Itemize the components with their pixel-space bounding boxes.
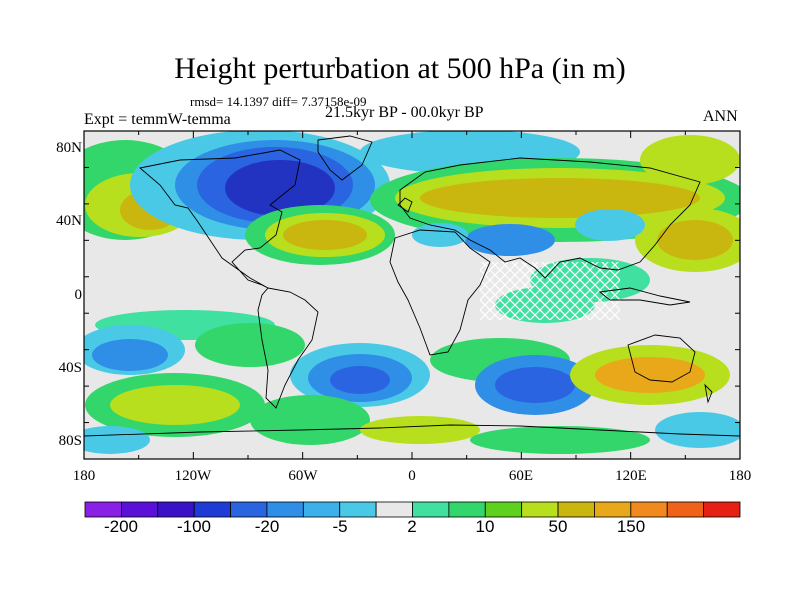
region-ssp-yg: [110, 385, 240, 425]
colorbar-swatch: [375, 501, 413, 518]
antarctica-coast: [84, 424, 740, 437]
colorbar-swatch: [484, 501, 523, 518]
colorbar-swatch: [557, 501, 595, 518]
lon-label: 120E: [615, 468, 647, 484]
lat-label: 80S: [58, 433, 82, 449]
region-spac-green: [195, 323, 305, 367]
colorbar-swatch: [630, 501, 668, 518]
region-asia-cyan: [575, 209, 645, 241]
region-wpacific-olive: [657, 220, 733, 260]
lat-label: 40N: [56, 213, 82, 229]
colorbar-label: -5: [332, 517, 348, 536]
africa-coast: [389, 229, 491, 356]
eurasia-coast: [399, 157, 701, 279]
region-ant-green: [470, 426, 650, 454]
region-drake-green: [250, 395, 370, 445]
south-america-coast: [257, 287, 319, 409]
lon-label: 60W: [288, 468, 318, 484]
lon-label: 120W: [174, 468, 212, 484]
rmsd-stats: rmsd= 14.1397 diff= 7.37158e-09: [190, 94, 367, 109]
region-sp-blue: [92, 339, 168, 371]
colorbar-label: 10: [475, 517, 495, 536]
colorbar-swatch: [120, 501, 159, 518]
colorbar: [84, 501, 741, 518]
contour-field: [84, 131, 740, 459]
colorbar-label: 2: [407, 517, 417, 536]
colorbar-swatch: [302, 501, 341, 518]
colorbar-label: -20: [254, 517, 280, 536]
region-sind-deepblue: [495, 367, 575, 403]
coastlines: [84, 135, 740, 437]
region-atlantic-olive: [283, 220, 367, 250]
colorbar-swatch: [448, 501, 486, 518]
colorbar-label: 50: [548, 517, 568, 536]
lat-label: 80N: [56, 140, 82, 156]
lat-label: 0: [74, 287, 83, 303]
british-isles-coast: [397, 197, 413, 213]
colorbar-swatch: [594, 501, 632, 518]
period-label: 21.5kyr BP - 00.0kyr BP: [325, 104, 484, 121]
region-ant-cyan: [655, 412, 740, 448]
lon-label: 180: [728, 468, 752, 484]
colorbar-label: 150: [616, 517, 646, 536]
season-label: ANN: [703, 108, 738, 125]
axis-ticks: [83, 130, 741, 460]
colorbar-swatch: [266, 501, 304, 518]
significance-hatching: [480, 262, 620, 320]
region-satl-deepblue: [330, 366, 390, 394]
indonesia-coast: [598, 287, 691, 306]
region-mideast-blue: [465, 224, 555, 256]
region-eurasia-olive: [420, 178, 700, 218]
australia-coast: [627, 334, 696, 383]
plot-title: Height perturbation at 500 hPa (in m): [174, 52, 626, 85]
colorbar-swatch: [230, 501, 268, 518]
region-med-cyan: [412, 223, 468, 247]
colorbar-swatch: [157, 501, 195, 518]
colorbar-label: -200: [103, 517, 139, 536]
colorbar-swatch: [84, 501, 122, 518]
colorbar-swatch: [339, 501, 377, 518]
experiment-label: Expt = temmW-temma: [84, 111, 231, 128]
north-america-coast: [139, 149, 301, 289]
colorbar-swatch: [666, 501, 705, 518]
region-aus-orange: [595, 357, 705, 393]
lon-label: 0: [408, 468, 416, 484]
colorbar-swatch: [412, 501, 450, 518]
colorbar-label: -100: [176, 517, 212, 536]
new-zealand-coast: [704, 383, 713, 404]
colorbar-swatch: [193, 501, 231, 518]
greenland-coast: [317, 135, 373, 181]
region-ant-yg: [360, 416, 480, 444]
region-ant-west-cyan: [84, 426, 150, 454]
region-ne-pacific-yg: [640, 135, 740, 185]
colorbar-swatch: [521, 501, 559, 518]
colorbar-swatch: [703, 501, 741, 518]
lon-label: 60E: [508, 468, 534, 484]
lon-label: 180: [72, 468, 96, 484]
region-na-blue-dark: [225, 160, 335, 216]
lat-label: 40S: [58, 360, 82, 376]
